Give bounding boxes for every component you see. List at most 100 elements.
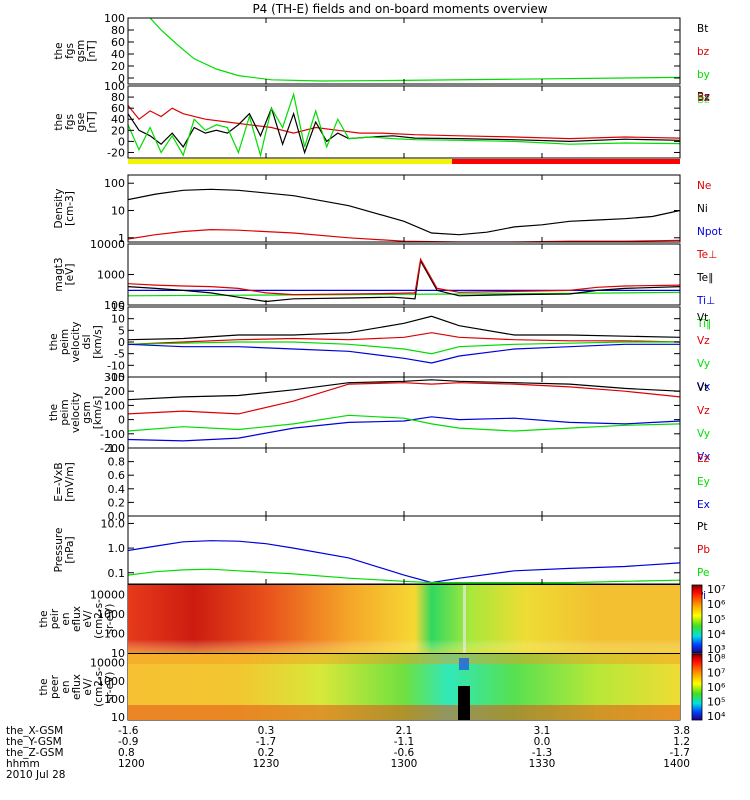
ylabel-line: the: [53, 42, 65, 59]
ytick-label: 0.2: [108, 496, 126, 509]
panel-efield: 1.00.80.60.40.20.0 E=-VxB [mV/m] Ez Ey Ex: [53, 442, 710, 523]
ylabel-line: en: [60, 612, 72, 625]
electron-energy-spectrogram: [128, 654, 680, 720]
series-peim_dsl-0: [128, 315, 680, 341]
ytick-label: 100: [104, 177, 125, 190]
ylabel-line: eV/: [82, 610, 94, 628]
ylabel-line: the: [48, 333, 60, 350]
ytick-label: 60: [111, 36, 125, 49]
ephemeris-row-label: the_X-GSM: [6, 725, 63, 737]
colorbar-tick-label: 10⁷: [707, 667, 725, 680]
colorbar-tick-label: 10⁶: [707, 681, 726, 694]
ytick-label: -100: [100, 428, 125, 441]
ion-energy-spectrogram: [128, 585, 680, 653]
ytick-label: -15: [107, 371, 125, 384]
ephemeris-value: 3.1: [534, 725, 551, 737]
mode-bar: [128, 159, 680, 164]
series-magt3-2: [128, 259, 680, 303]
ylabel-line: fgs: [64, 114, 76, 130]
panel-frame: [127, 447, 681, 517]
series-magt3-3: [128, 257, 680, 296]
ephemeris-value: 1400: [663, 758, 690, 770]
ephemeris-value: 3.8: [673, 725, 690, 737]
ytick-label: 100: [104, 299, 125, 312]
ylabel-line: [nT]: [86, 40, 98, 61]
ylabel-line: [mV/m]: [64, 462, 76, 501]
ylabel-line: sr-eV): [104, 604, 116, 635]
legend-entry: Ez: [697, 453, 710, 465]
ephemeris-value: -1.6: [118, 725, 139, 737]
ytick-label: 80: [111, 91, 125, 104]
electron-spectrogram-high-band: [128, 654, 680, 664]
legend-entry: Bt: [697, 23, 708, 35]
ytick-label: 40: [111, 48, 125, 61]
legend-entry: Vz: [697, 405, 710, 417]
panel-frame: [127, 515, 681, 585]
ytick-label: 80: [111, 24, 125, 37]
ylabel-line: [eV]: [64, 264, 76, 286]
ylabel-line: the: [53, 113, 65, 130]
ytick-label: 100: [104, 399, 125, 412]
series-peim_gsm-2: [128, 382, 680, 415]
ylabel-line: magt3: [53, 257, 65, 291]
ytick-label: 0: [118, 72, 125, 85]
ylabel-line: gsm: [81, 401, 93, 423]
legend-entry: Pb: [697, 544, 710, 556]
ylabel-line: [km/s]: [92, 325, 104, 359]
panel-density: 100 10 1 Density [cm-3] Ne Ni Npot: [53, 174, 722, 245]
legend-entry: Te⊥: [696, 249, 717, 261]
ylabel-line: [km/s]: [92, 396, 104, 430]
ion-spectrogram-gap-stripe: [463, 585, 466, 653]
legend-entry: Ni: [697, 203, 708, 215]
series-pressure-1: [128, 568, 680, 584]
ephemeris-value: 0.3: [258, 725, 275, 737]
series-fgs_gse-0: [128, 105, 680, 140]
colorbar-tick-label: 10⁴: [707, 710, 726, 723]
ytick-label: 10: [111, 204, 125, 217]
ytick-label: 0: [118, 135, 125, 148]
legend-entry: bx: [697, 92, 710, 104]
legend-entry: Ex: [697, 499, 710, 511]
ephemeris-value: -1.7: [670, 747, 691, 759]
panel-frame: [127, 85, 681, 159]
legend-entry: Ey: [697, 476, 710, 488]
colorbar-tick-label: 10⁸: [707, 652, 726, 665]
ylabel-line: Pressure: [53, 528, 65, 573]
ephemeris-value: -1.3: [532, 747, 553, 759]
ytick-label: 1000: [97, 675, 125, 688]
ephemeris-value: 1200: [118, 758, 145, 770]
legend-entry: Vt: [697, 312, 708, 324]
series-density-0: [128, 188, 680, 236]
legend-entry: Ti∥: [696, 318, 711, 330]
ylabel-line: peim: [59, 329, 71, 355]
ephemeris-value: 1300: [391, 758, 418, 770]
series-pressure-0: [128, 540, 680, 584]
ytick-label: 1: [118, 232, 125, 245]
ylabel-line: (cm2-s-: [93, 667, 105, 707]
ytick-label: 15: [111, 301, 125, 314]
ytick-label: 10.0: [101, 517, 126, 530]
ytick-label: 100: [104, 80, 125, 93]
electron-spectrogram-low-band: [128, 705, 680, 720]
ytick-label: -10: [107, 359, 125, 372]
legend-entry-overlap: Bz: [697, 92, 710, 104]
ylabel-line: (cm2-s-: [93, 599, 105, 639]
ephemeris-value: 0.0: [534, 736, 551, 748]
electron-spectrogram-data-gap: [458, 686, 470, 720]
ephemeris-value: -1.1: [394, 736, 415, 748]
ytick-label: 300: [104, 371, 125, 384]
ytick-label: 10000: [90, 588, 125, 601]
ytick-label: 10: [111, 313, 125, 326]
series-peim_dsl-2: [128, 341, 680, 355]
ytick-label: 0: [118, 336, 125, 349]
ephemeris-row-label: the_Z-GSM: [6, 747, 64, 759]
electron-colorbar: [691, 653, 703, 721]
ytick-label: 10000: [90, 238, 125, 251]
ylabel-line: en: [60, 680, 72, 693]
series-peim_gsm-0: [128, 416, 680, 442]
